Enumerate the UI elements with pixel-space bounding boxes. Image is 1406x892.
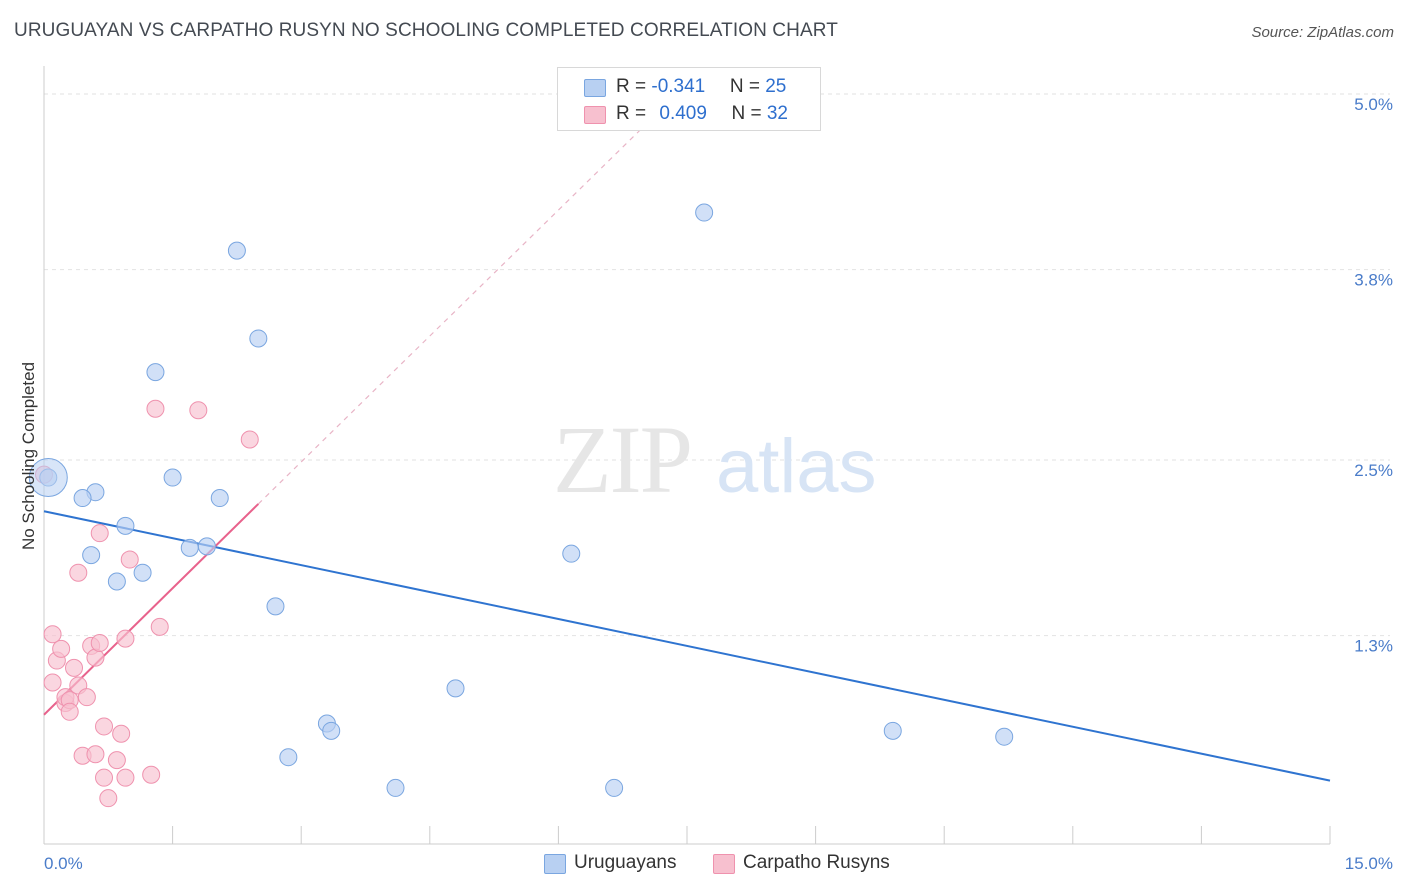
watermark-atlas: atlas <box>716 424 877 509</box>
legend-n-value: 32 <box>766 103 788 124</box>
point-uruguayan <box>163 468 182 487</box>
x-tick-label: 15.0% <box>1345 854 1393 873</box>
y-tick-label: 2.5% <box>1354 461 1393 480</box>
point-uruguayan <box>107 572 126 591</box>
point-carpatho <box>107 751 126 770</box>
data-points <box>28 203 1014 808</box>
point-carpatho <box>90 524 109 543</box>
point-uruguayan <box>883 721 902 740</box>
point-uruguayan <box>210 489 229 508</box>
legend-swatch-blue <box>544 854 566 874</box>
point-uruguayan <box>227 241 246 260</box>
point-carpatho <box>95 768 114 787</box>
y-tick-label: 3.8% <box>1354 271 1393 290</box>
point-carpatho <box>99 789 118 808</box>
point-carpatho <box>86 745 105 764</box>
point-carpatho <box>90 633 109 652</box>
point-carpatho <box>240 430 259 449</box>
point-carpatho <box>116 768 135 787</box>
legend-label: Uruguayans <box>574 852 677 873</box>
point-uruguayan <box>279 748 298 767</box>
point-carpatho <box>142 765 161 784</box>
y-axis-label: No Schooling Completed <box>19 362 38 550</box>
point-uruguayan-large <box>28 458 68 498</box>
point-uruguayan <box>605 778 624 797</box>
point-carpatho <box>120 550 139 569</box>
point-uruguayan <box>446 679 465 698</box>
watermark-zip: ZIP <box>553 406 691 513</box>
point-uruguayan <box>695 203 714 222</box>
point-uruguayan <box>82 546 101 565</box>
trend-line-uruguayans <box>43 510 1331 782</box>
legend-r-value: -0.341 <box>651 76 706 97</box>
point-uruguayan <box>266 597 285 616</box>
legend-n-label: N = <box>729 76 766 97</box>
y-tick-label: 1.3% <box>1354 637 1393 656</box>
point-carpatho <box>60 702 79 721</box>
legend-swatch-pink <box>713 854 735 874</box>
axis-labels: 1.3% 2.5% 3.8% 5.0% 0.0% 15.0% <box>44 95 1393 873</box>
point-uruguayan <box>116 516 135 535</box>
point-carpatho <box>189 401 208 420</box>
point-uruguayan <box>180 538 199 557</box>
point-carpatho <box>112 724 131 743</box>
legend-n-value: 25 <box>765 76 787 97</box>
point-carpatho <box>116 629 135 648</box>
watermark: ZIP atlas <box>553 406 877 513</box>
point-uruguayan <box>322 721 341 740</box>
point-carpatho <box>65 658 84 677</box>
legend-swatch-pink <box>584 106 606 124</box>
point-carpatho <box>52 639 71 658</box>
point-carpatho <box>43 673 62 692</box>
y-tick-label: 5.0% <box>1354 95 1393 114</box>
point-carpatho <box>150 617 169 636</box>
point-carpatho <box>146 399 165 418</box>
point-carpatho <box>69 563 88 582</box>
legend-r-label: R = <box>616 76 652 97</box>
point-carpatho <box>43 625 62 644</box>
point-uruguayan <box>249 329 268 348</box>
point-uruguayan <box>562 544 581 563</box>
point-uruguayan <box>197 537 216 556</box>
legend-n-label: N = <box>731 103 767 124</box>
point-carpatho <box>95 717 114 736</box>
grid-lines <box>44 93 1390 637</box>
legend-swatch-blue <box>584 79 606 97</box>
point-uruguayan <box>995 727 1014 746</box>
point-uruguayan <box>146 363 165 382</box>
point-uruguayan <box>386 778 405 797</box>
legend-label: Carpatho Rusyns <box>743 852 890 873</box>
legend-r-label: R = <box>616 103 652 124</box>
legend-r-value: 0.409 <box>659 103 707 124</box>
point-carpatho <box>77 688 96 707</box>
source-label: Source: ZipAtlas.com <box>1251 24 1394 41</box>
chart-title: URUGUAYAN VS CARPATHO RUSYN NO SCHOOLING… <box>14 20 838 41</box>
point-uruguayan <box>73 489 92 508</box>
stats-legend: R = -0.341 N = 25 R = 0.409 N = 32 <box>557 67 821 131</box>
x-tick-label: 0.0% <box>44 854 83 873</box>
point-uruguayan <box>133 563 152 582</box>
